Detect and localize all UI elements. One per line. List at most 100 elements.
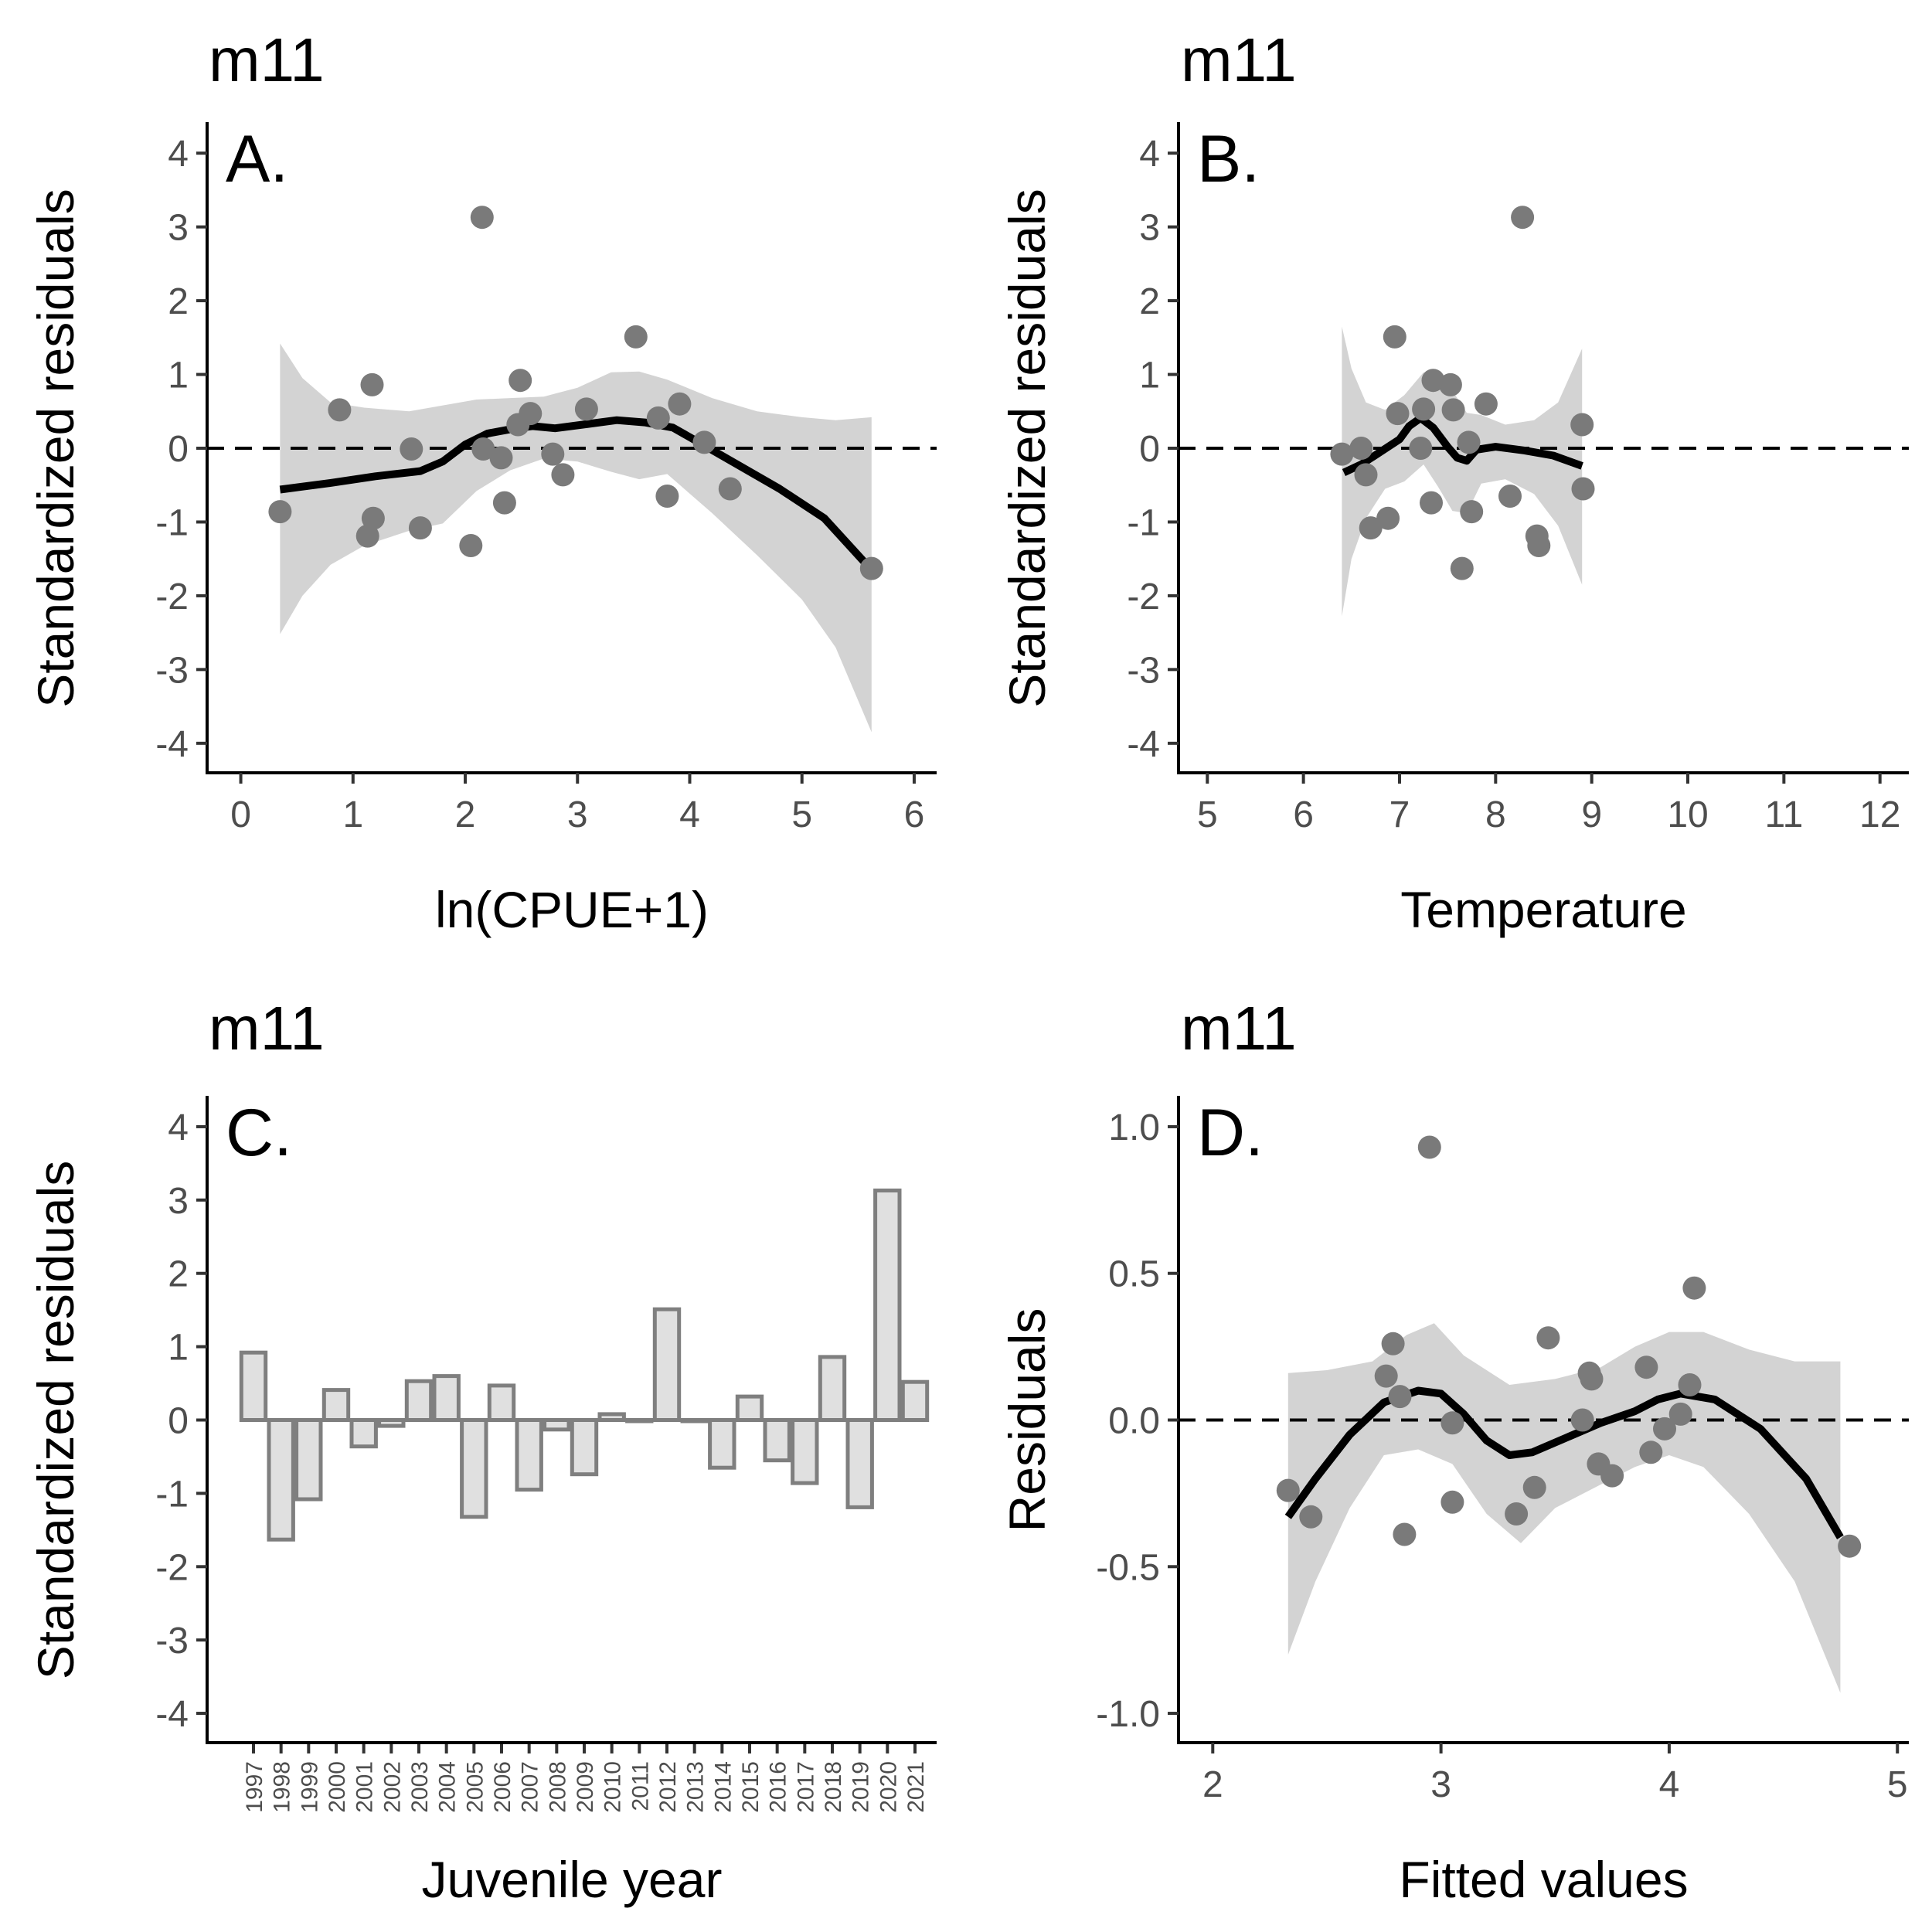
x-tick-label: 4: [679, 794, 700, 835]
data-point: [361, 506, 385, 530]
x-tick-label: 0: [230, 794, 251, 835]
x-tick-label: 12: [1859, 794, 1900, 835]
bar-2019: [845, 1418, 874, 1509]
data-point: [1498, 485, 1522, 508]
data-point: [1570, 1408, 1594, 1432]
y-tick-label: 0.0: [1108, 1401, 1160, 1442]
data-point: [1522, 1475, 1546, 1499]
y-tick-label: 1: [168, 1328, 189, 1369]
bar-1998: [267, 1418, 295, 1542]
x-tick-label: 2013: [683, 1761, 709, 1813]
y-tick-label: 0: [168, 1401, 189, 1442]
bar-2021: [900, 1379, 930, 1422]
data-point: [1600, 1464, 1624, 1488]
y-tick-label: -2: [155, 577, 189, 617]
data-point: [1450, 556, 1474, 580]
y-tick-label: -2: [1127, 577, 1160, 617]
data-point: [470, 206, 494, 230]
y-tick-label: 0.5: [1108, 1254, 1160, 1295]
bar-2020: [873, 1189, 902, 1422]
y-tick-label: -1: [1127, 502, 1160, 543]
data-point: [1536, 1326, 1560, 1350]
x-tick-label: 6: [904, 794, 925, 835]
x-tick-label: 2004: [435, 1761, 461, 1813]
x-tick-label: 2016: [766, 1761, 791, 1813]
bar-2000: [321, 1388, 351, 1422]
data-point: [1460, 500, 1484, 524]
data-point: [360, 372, 384, 396]
confidence-band: [280, 343, 872, 733]
y-axis-title: Standardized residuals: [27, 189, 84, 707]
data-point: [1527, 534, 1551, 557]
x-tick-label: 9: [1581, 794, 1602, 835]
data-point: [1580, 1367, 1604, 1391]
data-point: [541, 442, 565, 466]
smooth-fit-line: [1342, 413, 1583, 477]
bar-2009: [570, 1418, 599, 1477]
x-tick-label: 2018: [821, 1761, 846, 1813]
data-point: [355, 524, 379, 548]
y-tick-label: 4: [1139, 134, 1160, 175]
x-axis-title: Juvenile year: [422, 1851, 723, 1908]
y-tick-label: 1: [1139, 355, 1160, 396]
y-tick-label: 3: [168, 1181, 189, 1222]
bar-2017: [791, 1418, 819, 1485]
data-point: [859, 556, 883, 580]
y-tick-label: 4: [168, 134, 189, 175]
data-point: [551, 463, 575, 487]
data-point: [1386, 402, 1410, 426]
data-point: [624, 325, 648, 349]
y-tick-label: 2: [168, 1254, 189, 1295]
data-point: [718, 477, 742, 501]
x-tick-label: 5: [791, 794, 812, 835]
x-axis-title: Fitted values: [1399, 1851, 1688, 1908]
x-tick-label: 1: [342, 794, 363, 835]
data-point: [1383, 325, 1406, 349]
x-axis-title: Temperature: [1400, 881, 1687, 938]
y-tick-label: -3: [155, 1621, 189, 1662]
panel-title: m11: [1181, 26, 1297, 94]
y-tick-label: -4: [1127, 724, 1160, 765]
data-point: [519, 402, 543, 426]
x-tick-label: 2002: [379, 1761, 405, 1813]
y-tick-label: -2: [155, 1547, 189, 1588]
data-point: [400, 437, 423, 461]
data-point: [268, 500, 292, 524]
data-point: [1634, 1355, 1658, 1379]
data-point: [646, 406, 670, 430]
confidence-band: [1342, 326, 1583, 617]
y-tick-label: 2: [1139, 281, 1160, 322]
y-tick-label: -4: [155, 1694, 189, 1735]
x-tick-label: 2006: [490, 1761, 515, 1813]
bar-2006: [487, 1383, 516, 1423]
data-point: [1330, 442, 1354, 466]
data-point: [1440, 1411, 1464, 1435]
bar-2001: [349, 1418, 378, 1449]
x-tick-label: 2007: [518, 1761, 543, 1813]
y-tick-label: -3: [155, 650, 189, 691]
bar-2018: [818, 1355, 847, 1423]
x-tick-label: 5: [1887, 1764, 1908, 1805]
data-point: [1678, 1373, 1702, 1396]
x-tick-label: 10: [1667, 794, 1708, 835]
data-point: [1474, 392, 1498, 416]
bar-2005: [460, 1418, 488, 1519]
x-tick-label: 5: [1197, 794, 1218, 835]
x-tick-label: 2011: [628, 1761, 653, 1811]
y-tick-label: 0: [1139, 429, 1160, 470]
x-tick-label: 2: [1202, 1764, 1223, 1805]
x-tick-label: 4: [1659, 1764, 1680, 1805]
bar-2010: [597, 1412, 626, 1423]
data-point: [1420, 491, 1443, 515]
x-tick-label: 2014: [710, 1761, 736, 1813]
y-tick-label: 0: [168, 429, 189, 470]
x-tick-label: 2005: [462, 1761, 488, 1813]
panel-label: A.: [226, 122, 288, 196]
data-point: [1511, 206, 1535, 230]
x-tick-label: 3: [567, 794, 588, 835]
data-point: [1457, 430, 1481, 454]
data-point: [655, 485, 679, 508]
x-tick-label: 3: [1430, 1764, 1451, 1805]
y-tick-label: 1: [168, 355, 189, 396]
